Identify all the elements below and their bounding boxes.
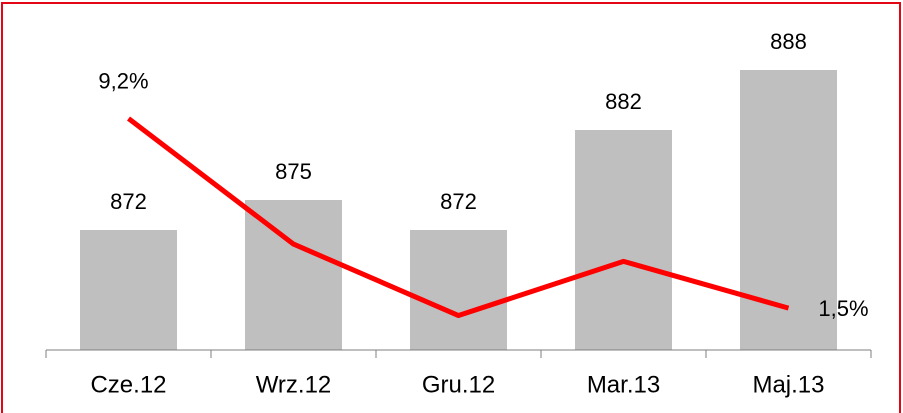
x-tick-label: Wrz.12 <box>256 371 332 398</box>
bar-value-label: 872 <box>110 189 147 214</box>
bar-value-label: 882 <box>605 89 642 114</box>
bar <box>410 230 507 350</box>
bar <box>80 230 177 350</box>
bar <box>245 200 342 350</box>
x-tick-label: Cze.12 <box>90 371 166 398</box>
bar-value-label: 875 <box>275 159 312 184</box>
x-tick-label: Gru.12 <box>422 371 495 398</box>
line-value-label: 1,5% <box>818 296 868 321</box>
x-tick-label: Mar.13 <box>587 371 660 398</box>
bar <box>575 130 672 350</box>
x-tick-label: Maj.13 <box>752 371 824 398</box>
line-value-label: 9,2% <box>98 68 148 93</box>
bar <box>740 70 837 350</box>
line <box>126 116 790 319</box>
bar-value-label: 872 <box>440 189 477 214</box>
bar-value-label: 888 <box>770 29 807 54</box>
